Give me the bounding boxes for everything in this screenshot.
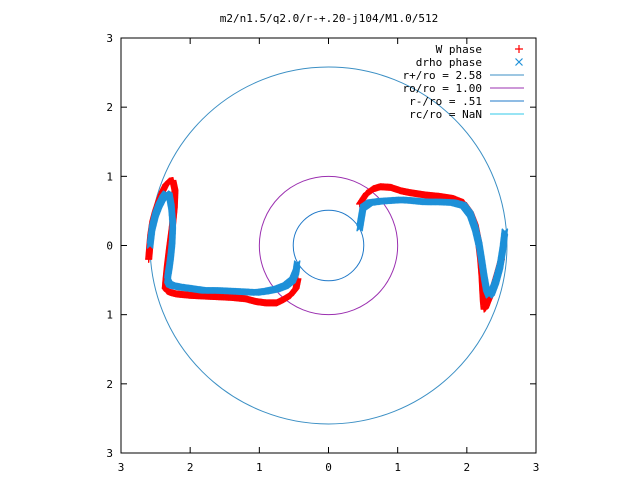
y-tick-label-4: 1 [106,309,113,322]
x-tick-label-1: 2 [187,461,194,474]
x-tick-label-4: 1 [394,461,401,474]
legend-label-series-0: W phase [436,43,482,56]
y-tick-label-0: 3 [106,32,113,45]
x-tick-label-2: 1 [256,461,263,474]
x-tick-label-6: 3 [533,461,540,474]
x-tick-label-0: 3 [118,461,125,474]
legend-label-circle-1: ro/ro = 1.00 [403,82,482,95]
legend-label-circle-3: rc/ro = NaN [409,108,482,121]
series-1-point-356 [293,260,301,268]
y-tick-label-5: 2 [106,378,113,391]
reference-circle-2 [292,209,365,282]
y-tick-label-3: 0 [106,240,113,253]
series-1 [146,190,509,299]
chart-title: m2/n1.5/q2.0/r-+.20-j104/M1.0/512 [220,12,439,25]
data-series [145,176,509,313]
x-tick-label-3: 0 [325,461,332,474]
legend-label-circle-2: r-/ro = .51 [409,95,482,108]
y-tick-label-2: 1 [106,170,113,183]
legend-marker-series-0 [515,45,523,53]
series-1-point-702 [501,228,509,236]
y-tick-label-6: 3 [106,447,113,460]
y-tick-label-1: 2 [106,101,113,114]
x-tick-label-5: 2 [464,461,471,474]
legend-marker-series-1 [515,58,523,66]
legend-label-circle-0: r+/ro = 2.58 [403,69,482,82]
legend-label-series-1: drho phase [416,56,482,69]
reference-circle-1 [258,175,399,316]
